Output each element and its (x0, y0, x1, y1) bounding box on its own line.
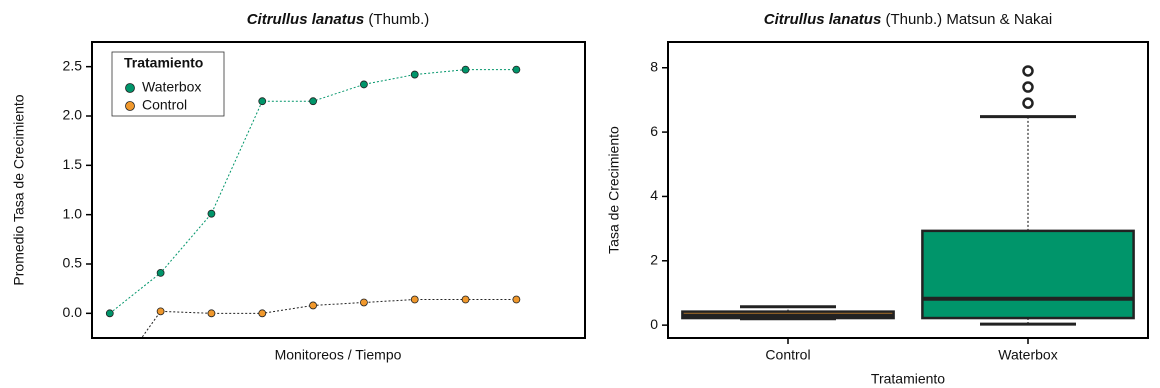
y-label: Tasa de Crecimiento (606, 126, 622, 254)
box (921, 229, 1135, 320)
x-label: Tratamiento (871, 371, 945, 387)
y-tick-label: 0.0 (63, 304, 83, 320)
y-tick-label: 6 (650, 123, 658, 139)
frame (667, 41, 1149, 339)
point (309, 97, 317, 106)
y-tick-label: 2.0 (63, 107, 83, 123)
title-italic: Citrullus lanatus (764, 11, 882, 28)
y-tick-label: 2 (650, 251, 658, 267)
outlier (1022, 81, 1034, 93)
legend-marker (125, 83, 135, 93)
point (461, 65, 470, 74)
x-label: Monitoreos / Tiempo (275, 347, 402, 363)
y-tick-label: 0 (650, 316, 658, 332)
point (258, 309, 267, 318)
title: Citrullus lanatus (Thumb.) (247, 11, 430, 28)
point (207, 209, 216, 218)
box-plot: 0 2 4 6 8 Control Waterbox (650, 41, 1149, 363)
title-rest: (Thumb.) (368, 11, 429, 28)
y-tick-label: 1.0 (63, 205, 83, 221)
legend-marker (125, 101, 135, 111)
point (360, 298, 368, 307)
series-line (140, 299, 517, 338)
plot-area (105, 65, 521, 386)
y-tick-label: 4 (650, 187, 658, 203)
point (156, 307, 165, 316)
x-tick-label: Control (765, 347, 810, 363)
y-tick-label: 0.5 (63, 255, 83, 271)
title-italic: Citrullus lanatus (247, 11, 365, 28)
legend-title: Tratamiento (124, 55, 203, 71)
point (258, 97, 267, 106)
y-label: Promedio Tasa de Crecimiento (11, 94, 27, 285)
point (360, 80, 368, 89)
legend: Tratamiento Waterbox Control (111, 51, 225, 117)
outlier (1022, 97, 1034, 109)
point (512, 295, 521, 304)
point (105, 309, 114, 318)
title-rest: (Thunb.) Matsun & Nakai (885, 11, 1052, 28)
point (410, 295, 419, 304)
line-plot: 0.0 0.5 1.0 1.5 2.0 2.5 Tratamiento Waterbox Con… (63, 41, 586, 386)
point (156, 268, 165, 277)
point (106, 379, 113, 386)
point (461, 295, 470, 304)
title: Citrullus lanatus (Thunb.) Matsun & Naka… (764, 11, 1052, 28)
point (410, 70, 419, 79)
y-tick-label: 2.5 (63, 57, 83, 73)
point (309, 301, 317, 310)
legend-label: Control (142, 97, 187, 113)
legend-label: Waterbox (142, 79, 201, 95)
point (512, 65, 521, 74)
x-tick-label: Waterbox (998, 347, 1057, 363)
outlier (1022, 65, 1034, 77)
frame (91, 41, 586, 339)
y-tick-label: 8 (650, 58, 658, 74)
y-tick-label: 1.5 (63, 156, 83, 172)
point (207, 309, 216, 318)
